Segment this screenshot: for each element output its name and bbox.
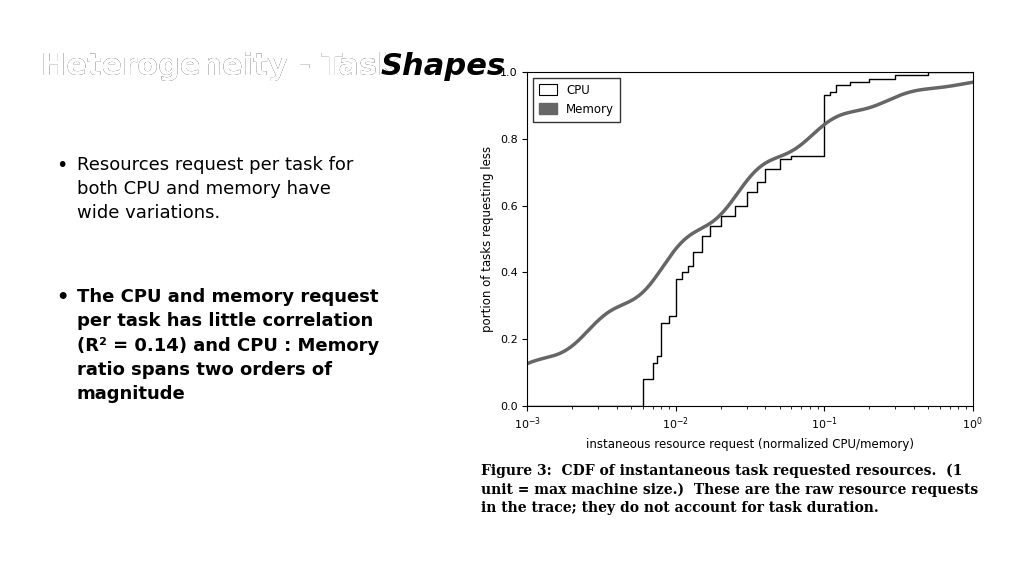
CPU — [967, 69, 979, 75]
CPU — [687, 249, 699, 256]
Text: Resources request per task for
both CPU and memory have
wide variations.: Resources request per task for both CPU … — [77, 156, 353, 222]
CPU — [647, 376, 659, 383]
CPU — [647, 359, 659, 366]
Text: Figure 3:  CDF of instantaneous task requested resources.  (1
unit = max machine: Figure 3: CDF of instantaneous task requ… — [481, 464, 979, 516]
CPU — [818, 152, 830, 159]
CPU — [889, 72, 901, 79]
CPU — [785, 152, 798, 159]
Memory — [802, 136, 814, 143]
CPU — [681, 262, 693, 269]
CPU — [703, 222, 716, 229]
X-axis label: instaneous resource request (normalized CPU/memory): instaneous resource request (normalized … — [586, 438, 914, 451]
CPU — [651, 359, 664, 366]
Memory — [667, 249, 679, 256]
CPU — [521, 403, 534, 410]
CPU — [637, 403, 649, 410]
CPU — [796, 152, 808, 159]
CPU — [845, 78, 857, 85]
Y-axis label: portion of tasks requesting less: portion of tasks requesting less — [481, 146, 495, 332]
CPU — [670, 276, 682, 283]
CPU — [751, 179, 763, 185]
Line: Memory: Memory — [527, 82, 973, 363]
Text: Heterogeneity - Task: Heterogeneity - Task — [41, 52, 409, 81]
CPU — [824, 89, 837, 96]
CPU — [811, 152, 823, 159]
CPU — [651, 353, 664, 359]
CPU — [663, 319, 675, 326]
Legend: CPU, Memory: CPU, Memory — [534, 78, 621, 122]
Text: Shapes: Shapes — [381, 52, 506, 81]
Text: Heterogeneity - Task Shapes: Heterogeneity - Task Shapes — [41, 52, 532, 81]
Text: •: • — [56, 288, 69, 307]
CPU — [655, 353, 668, 359]
Memory — [574, 335, 587, 342]
CPU — [729, 202, 741, 209]
CPU — [696, 232, 709, 239]
CPU — [804, 152, 816, 159]
Text: •: • — [56, 156, 68, 175]
Line: CPU: CPU — [527, 72, 973, 406]
Memory — [845, 108, 857, 115]
Memory — [521, 360, 534, 367]
Text: The CPU and memory request
per task has little correlation
(R² = 0.14) and CPU :: The CPU and memory request per task has … — [77, 288, 379, 403]
CPU — [922, 69, 934, 75]
CPU — [818, 92, 830, 99]
CPU — [637, 376, 649, 383]
CPU — [715, 212, 727, 219]
CPU — [829, 82, 842, 89]
CPU — [676, 269, 688, 276]
CPU — [740, 189, 753, 196]
Memory — [843, 109, 855, 116]
Memory — [967, 79, 979, 86]
CPU — [863, 75, 876, 82]
CPU — [625, 403, 637, 410]
CPU — [759, 165, 771, 172]
CPU — [655, 319, 668, 326]
CPU — [663, 312, 675, 319]
Memory — [697, 223, 710, 230]
CPU — [670, 312, 682, 319]
CPU — [773, 156, 785, 162]
